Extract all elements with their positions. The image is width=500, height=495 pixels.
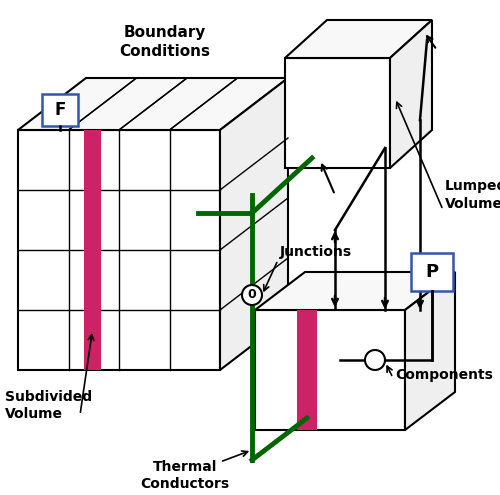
Bar: [411, 253, 453, 291]
Polygon shape: [285, 58, 390, 168]
Polygon shape: [18, 78, 288, 130]
Bar: [42, 94, 78, 126]
Polygon shape: [220, 78, 288, 370]
Polygon shape: [405, 272, 455, 430]
Text: Components: Components: [395, 368, 493, 382]
Bar: [84, 130, 102, 370]
Text: 0: 0: [248, 289, 256, 301]
Polygon shape: [255, 272, 455, 310]
Polygon shape: [285, 20, 432, 58]
Text: P: P: [426, 263, 438, 281]
Text: Boundary
Conditions: Boundary Conditions: [120, 25, 210, 58]
Circle shape: [242, 285, 262, 305]
Polygon shape: [390, 20, 432, 168]
Text: F: F: [54, 101, 66, 119]
Text: Junctions: Junctions: [280, 245, 352, 259]
Text: Thermal
Conductors: Thermal Conductors: [140, 460, 230, 492]
Bar: [297, 310, 316, 430]
Text: Lumped
Volumes: Lumped Volumes: [445, 179, 500, 211]
Circle shape: [365, 350, 385, 370]
Text: Subdivided
Volume: Subdivided Volume: [5, 390, 92, 421]
Polygon shape: [255, 310, 405, 430]
Polygon shape: [18, 130, 220, 370]
